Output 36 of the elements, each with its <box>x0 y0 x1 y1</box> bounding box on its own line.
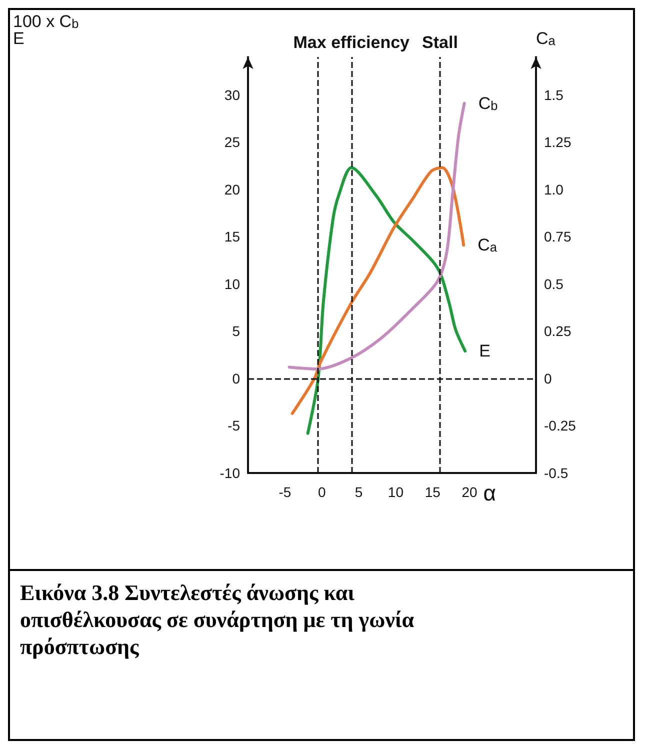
x-tick-label: -5 <box>278 484 292 500</box>
ref-line-label: Stall <box>422 33 458 52</box>
text: 100 x Cb E <box>13 12 79 48</box>
y2-tick-label: 0.75 <box>544 228 572 245</box>
y-tick-label: 30 <box>224 86 240 103</box>
y2-tick-label: 1.0 <box>544 181 564 198</box>
y2-axis-title: Ca <box>536 29 556 48</box>
x-axis-title: α <box>483 480 496 506</box>
y2-tick-label: 1.5 <box>544 86 564 103</box>
line-series <box>288 102 466 370</box>
ref-line-label: Max efficiency <box>293 33 410 52</box>
line-series <box>290 166 466 415</box>
x-tick-label: 20 <box>462 484 478 500</box>
line-series <box>306 166 467 435</box>
y-tick-label: 10 <box>224 276 240 292</box>
x-tick-label: 15 <box>424 484 441 500</box>
y2-tick-label: 0.25 <box>544 323 572 340</box>
y2-tick-label: 0 <box>544 370 552 386</box>
y2-tick-label: 1.25 <box>544 134 572 150</box>
y-tick-label: 25 <box>224 134 240 150</box>
x-tick-label: 5 <box>354 484 363 500</box>
series-label: Ca <box>478 236 498 255</box>
y-tick-label: -10 <box>220 465 240 481</box>
y-tick-label: -5 <box>228 418 240 434</box>
series-label: Cb <box>478 94 498 113</box>
series-label: E <box>479 342 490 361</box>
y-tick-label: 20 <box>224 181 240 198</box>
x-tick-label: 10 <box>388 484 404 500</box>
y2-tick-label: -0.25 <box>544 418 576 434</box>
x-tick-label: 0 <box>318 484 326 500</box>
text: Εικόνα 3.8 Συντελεστές άνωσης και οπισθέλκουσας σε συνάρτηση με τη γωνία πρόσπτωσης <box>10 569 633 727</box>
y-tick-label: 0 <box>232 370 240 386</box>
y2-tick-label: -0.5 <box>544 465 568 481</box>
y2-tick-label: 0.5 <box>544 276 564 292</box>
y-tick-label: 15 <box>224 228 240 245</box>
y-tick-label: 5 <box>232 323 240 340</box>
